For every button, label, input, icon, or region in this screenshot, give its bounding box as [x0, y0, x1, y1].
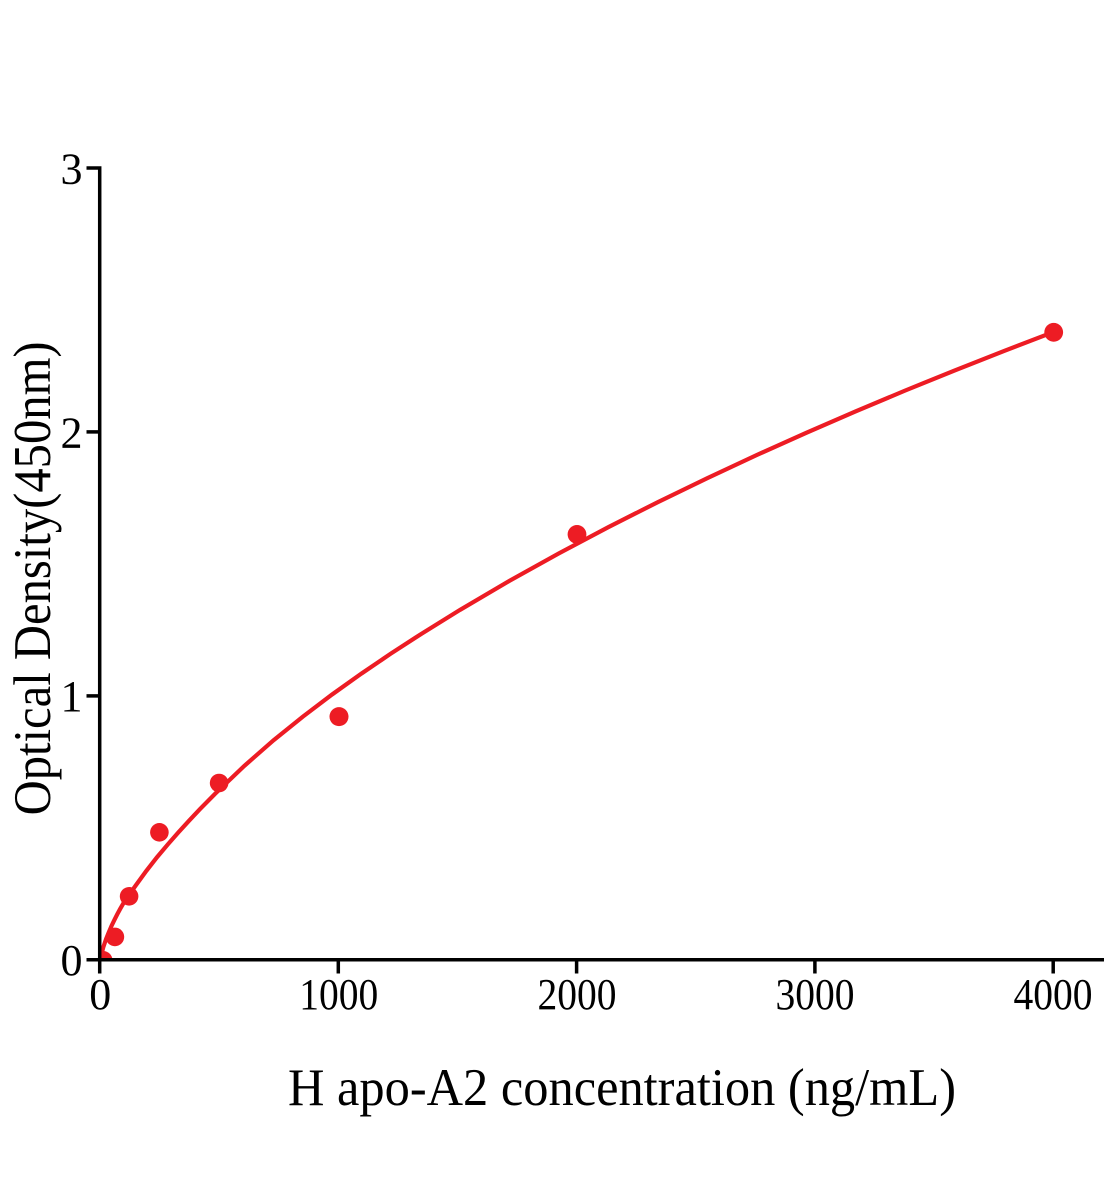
svg-text:3000: 3000	[776, 970, 855, 1019]
svg-text:1000: 1000	[299, 970, 378, 1019]
svg-text:Optical Density(450nm): Optical Density(450nm)	[4, 341, 62, 815]
svg-text:2: 2	[61, 408, 83, 457]
svg-text:3: 3	[61, 144, 83, 193]
svg-text:1: 1	[61, 672, 83, 721]
svg-text:2000: 2000	[538, 970, 617, 1019]
svg-text:0: 0	[61, 936, 83, 985]
svg-text:H apo-A2 concentration (ng/mL): H apo-A2 concentration (ng/mL)	[288, 1059, 956, 1117]
svg-text:0: 0	[89, 970, 111, 1019]
svg-text:4000: 4000	[1014, 970, 1093, 1019]
